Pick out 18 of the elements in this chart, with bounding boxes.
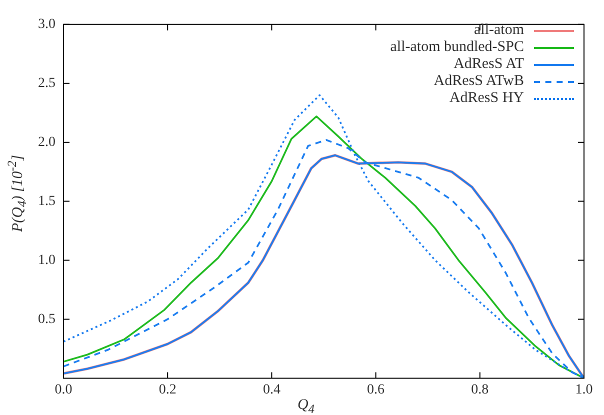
legend-label: AdResS HY: [449, 90, 524, 107]
legend-label: all-atom: [474, 22, 524, 39]
legend-label: AdResS AT: [454, 56, 524, 73]
y-tick-label: 3.0: [38, 17, 56, 32]
y-tick-label: 2.5: [38, 76, 56, 92]
x-tick-label: 0.6: [367, 382, 385, 398]
x-tick-label: 0.2: [158, 382, 176, 398]
x-tick-label: 0.0: [54, 382, 72, 398]
y-tick-label: 0.5: [38, 312, 56, 327]
x-tick-label: 1.0: [575, 382, 593, 398]
y-tick-label: 1.0: [38, 252, 56, 268]
legend-label: all-atom bundled-SPC: [390, 39, 524, 56]
legend-label: AdResS ATwB: [434, 73, 524, 90]
x-tick-label: 0.8: [471, 382, 489, 398]
x-axis-title: Q$_{4}$: [296, 397, 316, 415]
y-tick-label: 1.5: [38, 194, 56, 209]
y-tick-label: 2.0: [38, 135, 56, 150]
x-tick-label: 0.4: [262, 382, 280, 398]
